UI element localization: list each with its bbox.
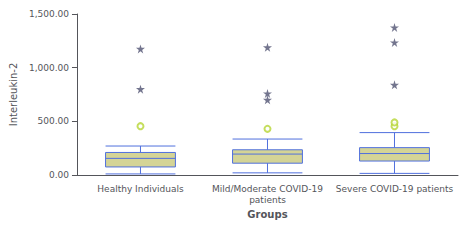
svg-text:500.00: 500.00 — [37, 116, 69, 126]
svg-text:patients: patients — [249, 195, 286, 205]
svg-text:Groups: Groups — [247, 209, 287, 220]
svg-text:Mild/Moderate COVID-19: Mild/Moderate COVID-19 — [212, 184, 323, 194]
svg-text:0.00: 0.00 — [49, 170, 69, 180]
svg-text:1,000.00: 1,000.00 — [29, 63, 69, 73]
svg-text:1,500.00: 1,500.00 — [29, 9, 69, 19]
svg-text:Severe COVID-19 patients: Severe COVID-19 patients — [336, 184, 454, 194]
svg-text:Interleukin-2: Interleukin-2 — [8, 63, 19, 127]
svg-text:Healthy Individuals: Healthy Individuals — [97, 184, 184, 194]
